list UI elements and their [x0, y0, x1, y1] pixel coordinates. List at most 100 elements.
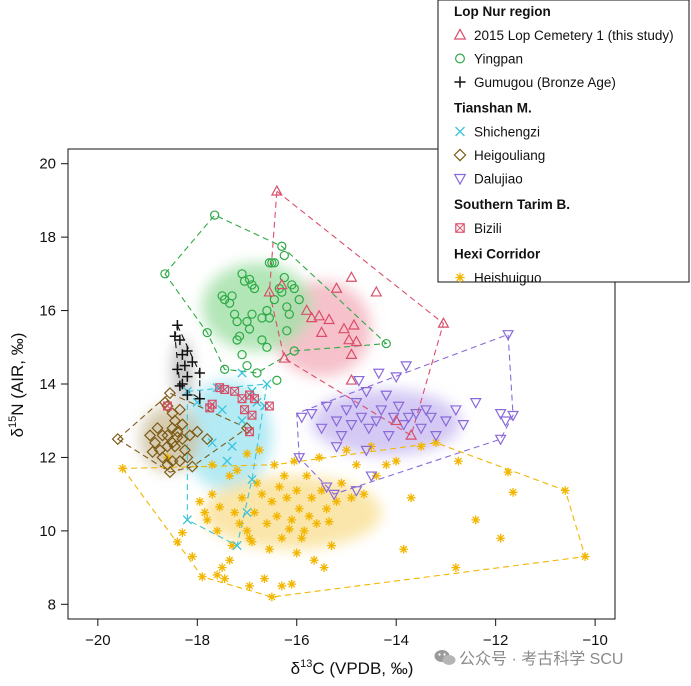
- point-hei: [181, 451, 194, 464]
- point-heis: [212, 526, 222, 536]
- point-dalu: [330, 416, 343, 428]
- point-ying: [202, 327, 212, 338]
- point-heis: [312, 519, 322, 528]
- point-hei: [111, 433, 124, 446]
- point-lop: [437, 316, 450, 328]
- point-heis: [342, 445, 351, 455]
- x-tick-label: −20: [85, 632, 110, 649]
- point-ying: [249, 283, 260, 294]
- point-hei: [146, 445, 159, 458]
- legend-marker-bizi: [455, 223, 465, 233]
- point-dalu: [502, 330, 515, 341]
- point-lop: [390, 414, 403, 426]
- point-hei: [176, 418, 189, 431]
- point-hei: [163, 387, 176, 400]
- point-ying: [264, 258, 275, 268]
- point-heis: [471, 515, 481, 525]
- point-heis: [279, 471, 289, 481]
- point-ying: [262, 342, 272, 352]
- point-heis: [264, 544, 274, 554]
- point-hei: [158, 396, 172, 409]
- point-heis: [212, 570, 222, 580]
- point-ying: [289, 283, 299, 294]
- point-heis: [272, 511, 282, 521]
- legend-heading: Southern Tarim B.: [454, 197, 570, 212]
- y-tick-label: 16: [39, 303, 56, 320]
- point-hei: [166, 422, 179, 435]
- point-heis: [242, 449, 252, 459]
- point-heis: [247, 537, 257, 547]
- point-heis: [177, 528, 187, 538]
- point-heis: [200, 508, 210, 517]
- point-heis: [451, 563, 461, 573]
- point-heis: [118, 464, 128, 473]
- point-heis: [580, 552, 590, 561]
- wechat-icon: [434, 650, 456, 665]
- point-lop: [343, 333, 355, 345]
- point-gumu: [174, 334, 186, 346]
- point-hei: [148, 436, 162, 449]
- point-dalu: [375, 405, 388, 417]
- point-dalu: [392, 401, 405, 413]
- point-ying: [277, 241, 287, 251]
- x-tick-label: −12: [483, 632, 508, 649]
- point-hei: [151, 422, 164, 435]
- legend-marker-lop: [453, 28, 467, 40]
- point-dalu: [420, 405, 432, 417]
- point-dalu: [328, 489, 340, 501]
- point-lop: [350, 335, 363, 347]
- point-dalu: [293, 453, 306, 464]
- point-heis: [215, 502, 225, 512]
- point-heis: [431, 438, 441, 448]
- y-tick-label: 18: [39, 229, 56, 246]
- point-dalu: [340, 405, 353, 417]
- point-ying: [272, 375, 282, 385]
- hull-heis: [121, 442, 586, 598]
- point-ying: [257, 313, 267, 323]
- point-lop: [300, 304, 313, 315]
- point-ying: [210, 210, 220, 220]
- point-ying: [237, 349, 247, 360]
- point-heis: [324, 517, 334, 527]
- point-ying: [381, 338, 391, 349]
- point-heis: [371, 471, 381, 481]
- point-dalu: [305, 409, 318, 420]
- point-heis: [274, 482, 284, 492]
- legend-label: 2015 Lop Cemetery 1 (this study): [474, 28, 674, 43]
- point-dalu: [365, 471, 378, 483]
- point-lop: [347, 318, 360, 330]
- point-hei: [144, 429, 157, 442]
- point-hei: [171, 425, 184, 438]
- point-ying: [264, 313, 275, 323]
- legend-item-bizi: Bizili: [455, 221, 502, 236]
- y-tick-label: 8: [48, 596, 56, 613]
- density-cloud-ying: [202, 262, 312, 351]
- point-hei: [201, 433, 214, 446]
- legend-marker-hei: [453, 148, 467, 162]
- point-heis: [245, 533, 254, 543]
- y-tick-label: 20: [39, 156, 56, 173]
- legend-item-lop: 2015 Lop Cemetery 1 (this study): [453, 28, 674, 43]
- legend-marker-shi: [455, 126, 465, 137]
- point-hei: [240, 422, 254, 435]
- point-hei: [186, 460, 199, 473]
- point-heis: [252, 478, 262, 488]
- point-heis: [195, 497, 205, 506]
- point-heis: [277, 533, 287, 543]
- point-dalu: [439, 416, 452, 428]
- point-dalu: [430, 431, 442, 442]
- point-dalu: [415, 423, 428, 435]
- x-axis: −20 −18 −16 −14 −12 −10: [85, 619, 608, 649]
- legend: Lop Nur region 2015 Lop Cemetery 1 (this …: [437, 0, 690, 286]
- point-hei: [156, 451, 169, 464]
- point-bizi: [162, 401, 172, 411]
- point-heis: [319, 563, 329, 573]
- point-heis: [289, 456, 299, 466]
- point-heis: [262, 519, 272, 528]
- point-shi: [227, 441, 237, 452]
- point-hei: [161, 440, 174, 453]
- point-ying: [244, 324, 255, 334]
- point-heis: [260, 574, 269, 584]
- point-heis: [235, 519, 244, 528]
- point-gumu: [172, 364, 183, 375]
